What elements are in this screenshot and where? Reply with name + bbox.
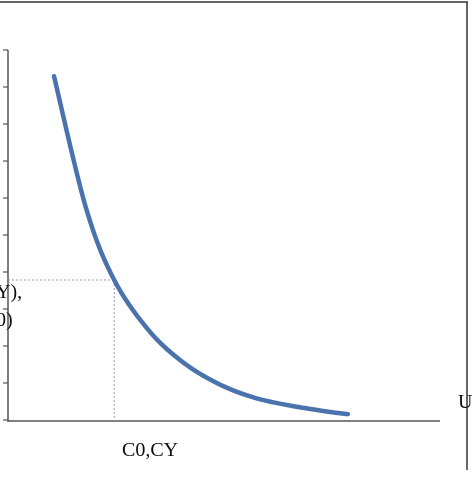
y-annotation-line-1: Y), (0, 281, 22, 303)
reference-guides (8, 279, 115, 421)
x-axis-label: U (458, 391, 473, 413)
series-curve (51, 73, 351, 417)
series-layer (51, 73, 351, 417)
y-annotation-line-2: 0) (0, 309, 13, 331)
y-axis-ticks (3, 49, 8, 421)
reference-point-label: C0,CY (122, 439, 178, 461)
